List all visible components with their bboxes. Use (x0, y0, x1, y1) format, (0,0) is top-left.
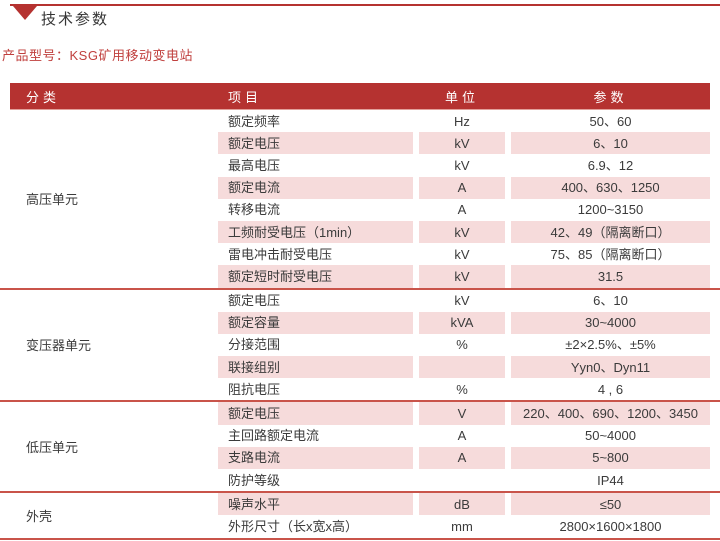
table-row: 额定电压 kV 6、10 (218, 132, 710, 155)
table-header-row: 分类 项目 单位 参数 (10, 83, 710, 110)
item-cell: 分接范围 (228, 337, 281, 353)
parameter-cell: ±2×2.5%、±5% (565, 337, 656, 353)
unit-cell: A (457, 202, 467, 218)
parameter-cell: 31.5 (511, 265, 710, 288)
item-cell: 额定电流 (218, 176, 413, 199)
unit-cell: A (419, 176, 505, 199)
table-row: 支路电流 A 5~800 (218, 446, 710, 469)
section-rows: 额定频率 Hz 50、60 额定电压 kV 6、10 最高电压 kV 6.9、12 额定电流 A 40… (218, 110, 710, 288)
item-cell: 额定电压 (218, 132, 413, 155)
unit-cell: A (419, 446, 505, 469)
unit-cell: dB (419, 493, 505, 516)
item-cell: 外形尺寸（长x宽x高） (228, 518, 359, 534)
parameter-cell: ≤50 (511, 493, 710, 516)
parameter-cell: 30~4000 (511, 311, 710, 334)
unit-cell (419, 356, 505, 379)
product-model-label: 产品型号：KSG矿用移动变电站 (2, 48, 193, 63)
unit-cell: kV (419, 265, 505, 288)
section-rows: 额定电压 kV 6、10 额定容量 kVA 30~4000 分接范围% ±2×2.5%、±5%… (218, 290, 710, 401)
item-cell: 防护等级 (228, 472, 281, 488)
header-item: 项目 (228, 89, 263, 105)
item-cell: 额定电压 (218, 402, 413, 425)
table-row: 最高电压 kV 6.9、12 (218, 154, 710, 176)
unit-cell: kV (454, 157, 470, 173)
parameter-cell: 5~800 (511, 446, 710, 469)
header-unit: 单位 (444, 89, 479, 105)
section-rows: 额定电压 V 220、400、690、1200、3450 主回路额定电流 A 50~400… (218, 402, 710, 491)
parameter-cell: 50、60 (589, 113, 632, 129)
unit-cell: Hz (454, 113, 470, 129)
category-cell: 变压器单元 (26, 338, 92, 354)
page-title: 技术参数 (41, 11, 110, 28)
item-cell: 额定频率 (228, 113, 281, 129)
parameter-cell: 220、400、690、1200、3450 (511, 402, 710, 425)
item-cell: 雷电冲击耐受电压 (228, 246, 333, 262)
item-cell: 主回路额定电流 (228, 428, 320, 444)
parameter-cell: 42、49（隔离断口） (511, 220, 710, 244)
table-row: 雷电冲击耐受电压 kV 75、85（隔离断口） (218, 243, 710, 265)
table-row: 额定短时耐受电压 kV 31.5 (218, 265, 710, 288)
unit-cell: kV (454, 246, 470, 262)
category-cell: 低压单元 (26, 440, 79, 456)
table-row: 额定电压 kV 6、10 (218, 290, 710, 312)
category-cell: 高压单元 (26, 192, 79, 208)
unit-cell: kV (419, 132, 505, 155)
table-row: 外形尺寸（长x宽x高） mm 2800×1600×1800 (218, 515, 710, 537)
parameter-cell: 6、10 (511, 132, 710, 155)
parameter-cell: 400、630、1250 (511, 176, 710, 199)
parameter-cell: 1200~3150 (577, 202, 644, 218)
unit-cell: V (419, 402, 505, 425)
unit-cell: kVA (419, 311, 505, 334)
parameter-cell: 6、10 (593, 293, 628, 309)
parameter-cell: 2800×1600×1800 (559, 518, 662, 534)
table-row: 转移电流 A 1200~3150 (218, 199, 710, 221)
parameter-cell: 75、85（隔离断口） (550, 246, 671, 262)
section-rows: 噪声水平 dB ≤50 外形尺寸（长x宽x高） mm 2800×1600×1800 (218, 493, 710, 537)
triangle-down-icon (13, 6, 37, 20)
table-row: 分接范围% ±2×2.5%、±5% (218, 334, 710, 356)
unit-cell: % (456, 337, 468, 353)
item-cell: 额定容量 (218, 311, 413, 334)
item-cell: 工频耐受电压（1min） (218, 220, 413, 244)
item-cell: 额定短时耐受电压 (218, 265, 413, 288)
category-cell: 外壳 (26, 508, 53, 524)
table-row: 额定电流 A 400、630、1250 (218, 176, 710, 199)
item-cell: 噪声水平 (218, 493, 413, 516)
table-section: 低压单元 额定电压 V 220、400、690、1200、3450 主回路额定电流 A 50… (0, 402, 720, 494)
item-cell: 最高电压 (228, 157, 281, 173)
spec-table: 分类 项目 单位 参数 高压单元 额定频率 Hz 50、60 额定电压 kV 6、10 最高电… (0, 83, 720, 540)
table-row: 联接组别 Yyn0、Dyn11 (218, 356, 710, 379)
table-row: 主回路额定电流 A 50~4000 (218, 425, 710, 447)
parameter-cell: IP44 (597, 472, 624, 488)
unit-cell: kV (454, 293, 470, 309)
table-row: 额定容量 kVA 30~4000 (218, 311, 710, 334)
header-parameter: 参数 (593, 89, 628, 105)
item-cell: 支路电流 (218, 446, 413, 469)
table-row: 额定电压 V 220、400、690、1200、3450 (218, 402, 710, 425)
parameter-cell: 6.9、12 (587, 157, 634, 173)
table-row: 额定频率 Hz 50、60 (218, 110, 710, 132)
unit-cell (419, 469, 505, 491)
top-divider (10, 4, 720, 6)
table-row: 阻抗电压% 4 , 6 (218, 378, 710, 400)
table-section: 外壳 噪声水平 dB ≤50 外形尺寸（长x宽x高） mm 2800×1600×1800 (0, 493, 720, 540)
table-row: 噪声水平 dB ≤50 (218, 493, 710, 516)
parameter-cell: 4 , 6 (597, 381, 624, 397)
table-row: 防护等级 IP44 (218, 469, 710, 491)
table-section: 变压器单元 额定电压 kV 6、10 额定容量 kVA 30~4000 分接范围% ±2×2.5… (0, 290, 720, 403)
item-cell: 转移电流 (228, 202, 281, 218)
item-cell: 联接组别 (218, 356, 413, 379)
unit-cell: A (457, 428, 467, 444)
parameter-cell: 50~4000 (585, 428, 636, 444)
parameter-cell: Yyn0、Dyn11 (511, 356, 710, 379)
unit-cell: kV (419, 220, 505, 244)
item-cell: 阻抗电压 (228, 381, 281, 397)
unit-cell: mm (451, 518, 473, 534)
table-row: 工频耐受电压（1min） kV 42、49（隔离断口） (218, 220, 710, 244)
item-cell: 额定电压 (228, 293, 281, 309)
table-section: 高压单元 额定频率 Hz 50、60 额定电压 kV 6、10 最高电压 kV 6.9、12 额定电… (0, 110, 720, 290)
unit-cell: % (456, 381, 468, 397)
header-category: 分类 (26, 89, 61, 105)
table-body: 高压单元 额定频率 Hz 50、60 额定电压 kV 6、10 最高电压 kV 6.9、12 额定电… (0, 110, 720, 540)
